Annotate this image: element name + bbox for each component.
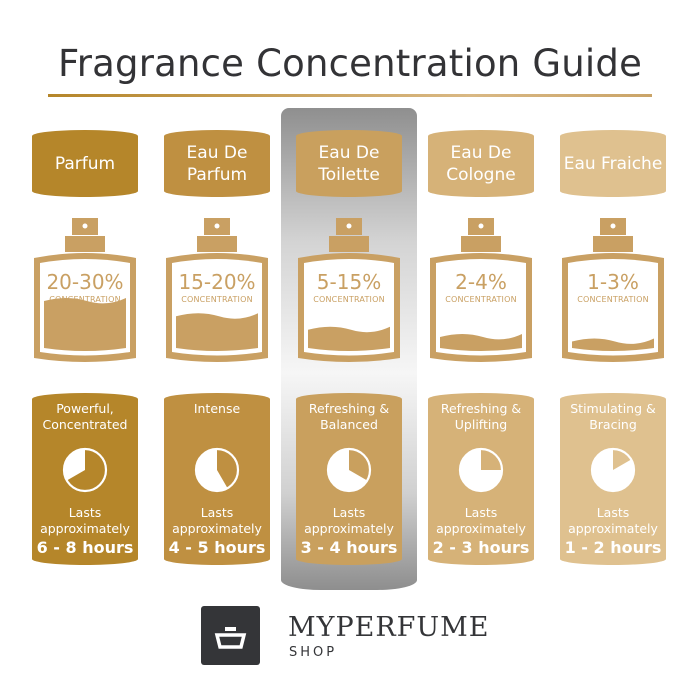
description: Stimulating & Bracing [570,401,656,432]
lasts-label: Lasts approximately [436,505,526,536]
info-card: Refreshing & Balanced Lasts approximatel… [296,393,402,565]
info-card: Intense Lasts approximately 4 - 5 hours [164,393,270,565]
concentration-label: CONCENTRATION [49,295,121,304]
bottle-icon [562,218,664,362]
liquid-fill [176,313,258,351]
lasts-label: Lasts approximately [40,505,130,536]
duration: 4 - 5 hours [168,538,266,557]
concentration-label: CONCENTRATION [313,295,385,304]
lasts-label: Lasts approximately [304,505,394,536]
type-label: Parfum [32,130,138,197]
concentration-value: 2-4% [455,270,507,294]
bottle-icon [298,218,400,362]
description: Refreshing & Balanced [308,401,390,432]
clock-pie-icon [590,447,636,493]
duration: 1 - 2 hours [564,538,662,557]
logo-sub: SHOP [289,645,338,660]
bottle-icon [430,218,532,362]
column-2: Eau De Toilette 5-15% CONCENTRATION Refr… [294,0,404,600]
description: Powerful, Concentrated [42,401,128,432]
type-name: Parfum [54,153,116,174]
duration: 6 - 8 hours [36,538,134,557]
type-label: Eau De Parfum [164,130,270,197]
info-card: Stimulating & Bracing Lasts approximatel… [560,393,666,565]
liquid-fill [308,326,390,351]
column-1: Eau De Parfum 15-20% CONCENTRATION Inten… [162,0,272,600]
clock-pie-icon [62,447,108,493]
description: Intense [193,401,241,416]
concentration-label: CONCENTRATION [181,295,253,304]
type-name: Eau De Parfum [186,142,248,185]
page-title: Fragrance Concentration Guide [57,42,643,85]
liquid-fill [572,338,654,351]
logo-icon [201,606,260,665]
bottle-icon [166,218,268,362]
info-card: Refreshing & Uplifting Lasts approximate… [428,393,534,565]
info-card: Powerful, Concentrated Lasts approximate… [32,393,138,565]
clock-pie-icon [194,447,240,493]
liquid-fill [44,298,126,351]
type-name: Eau De Toilette [318,142,380,185]
concentration-value: 20-30% [46,270,124,294]
type-name: Eau De Cologne [446,142,516,185]
type-label: Eau De Toilette [296,130,402,197]
column-0: Parfum 20-30% CONCENTRATION Powerful, Co… [30,0,140,600]
type-name: Eau Fraiche [563,153,663,174]
type-label: Eau Fraiche [560,130,666,197]
concentration-value: 5-15% [316,270,382,294]
bottle-icon [34,218,136,362]
type-label: Eau De Cologne [428,130,534,197]
duration: 3 - 4 hours [300,538,398,557]
lasts-label: Lasts approximately [568,505,658,536]
concentration-label: CONCENTRATION [445,295,517,304]
lasts-label: Lasts approximately [172,505,262,536]
concentration-value: 1-3% [587,270,639,294]
clock-pie-icon [458,447,504,493]
logo-brand: MYPERFUME [288,612,490,643]
concentration-label: CONCENTRATION [577,295,649,304]
column-4: Eau Fraiche 1-3% CONCENTRATION Stimulati… [558,0,668,600]
description: Refreshing & Uplifting [440,401,522,432]
title-underline [48,94,652,97]
duration: 2 - 3 hours [432,538,530,557]
concentration-value: 15-20% [178,270,256,294]
clock-pie-icon [326,447,372,493]
liquid-fill [440,334,522,351]
column-3: Eau De Cologne 2-4% CONCENTRATION Refres… [426,0,536,600]
